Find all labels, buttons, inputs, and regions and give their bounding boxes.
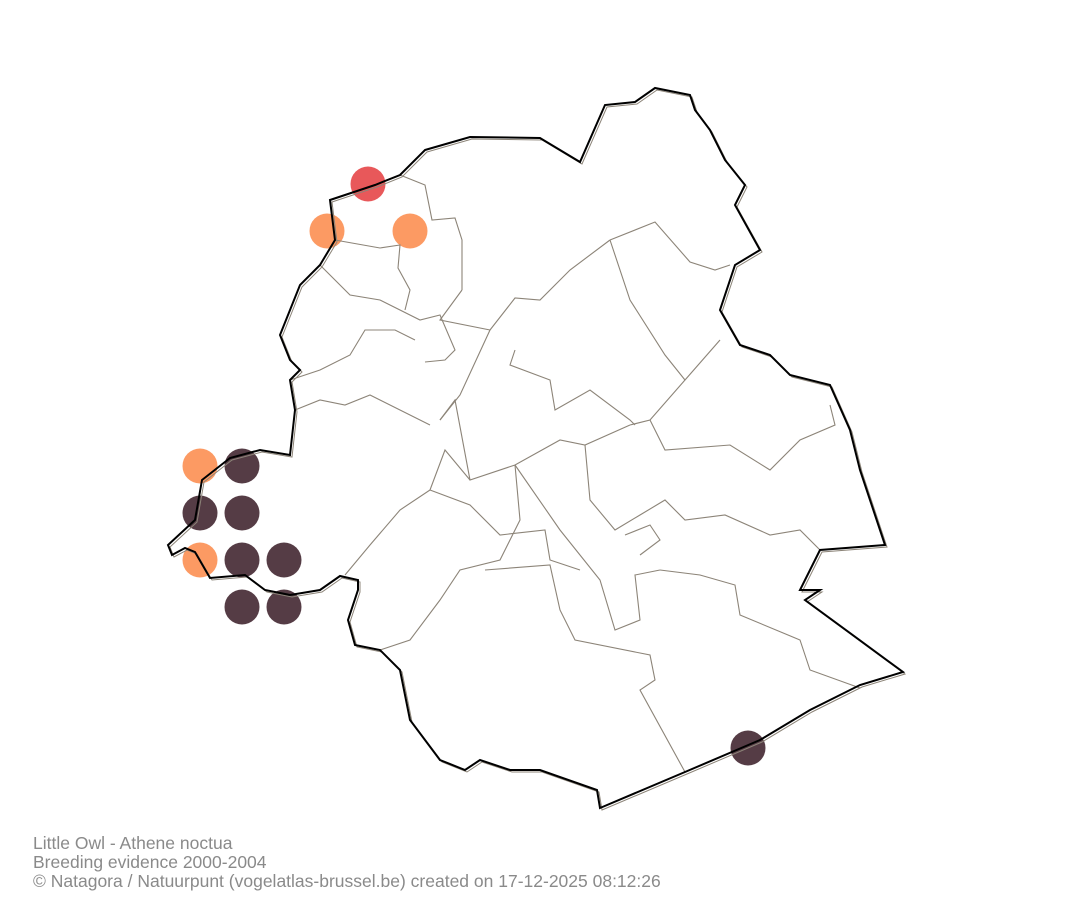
atlas-markers [182, 166, 766, 766]
commune-line [429, 489, 581, 571]
marker-dark [224, 589, 260, 625]
commune-line [514, 464, 661, 631]
marker-orange [182, 448, 218, 484]
map-subtitle: Breeding evidence 2000-2004 [33, 852, 267, 872]
marker-dark [266, 542, 302, 578]
marker-dark [224, 542, 260, 578]
commune-line [484, 564, 686, 773]
marker-orange [309, 213, 345, 249]
commune-line [289, 329, 416, 381]
commune-line [684, 339, 721, 381]
commune-line [334, 239, 411, 311]
marker-red [350, 166, 386, 202]
commune-line [294, 394, 431, 426]
commune-line [489, 239, 611, 331]
region-boundary-shadow [169, 89, 907, 811]
commune-line [624, 524, 661, 556]
commune-line [439, 289, 491, 421]
brussels-region-boundary [166, 86, 906, 810]
commune-line [609, 221, 731, 271]
commune-line [509, 349, 636, 426]
commune-line [649, 404, 836, 471]
commune-line [319, 264, 456, 363]
commune-line [659, 569, 861, 689]
commune-line [609, 239, 686, 426]
commune-boundaries [289, 174, 861, 773]
map-caption: Little Owl - Athene noctua Breeding evid… [33, 834, 661, 891]
marker-dark [182, 495, 218, 531]
commune-line [439, 398, 631, 481]
marker-dark [224, 495, 260, 531]
marker-dark [266, 589, 302, 625]
marker-orange [392, 213, 428, 249]
species-title: Little Owl - Athene noctua [33, 833, 233, 853]
commune-line [344, 448, 471, 576]
commune-line [584, 444, 821, 551]
commune-line [379, 464, 521, 651]
credit-line: © Natagora / Natuurpunt (vogelatlas-brus… [33, 871, 661, 891]
commune-line [399, 174, 463, 290]
